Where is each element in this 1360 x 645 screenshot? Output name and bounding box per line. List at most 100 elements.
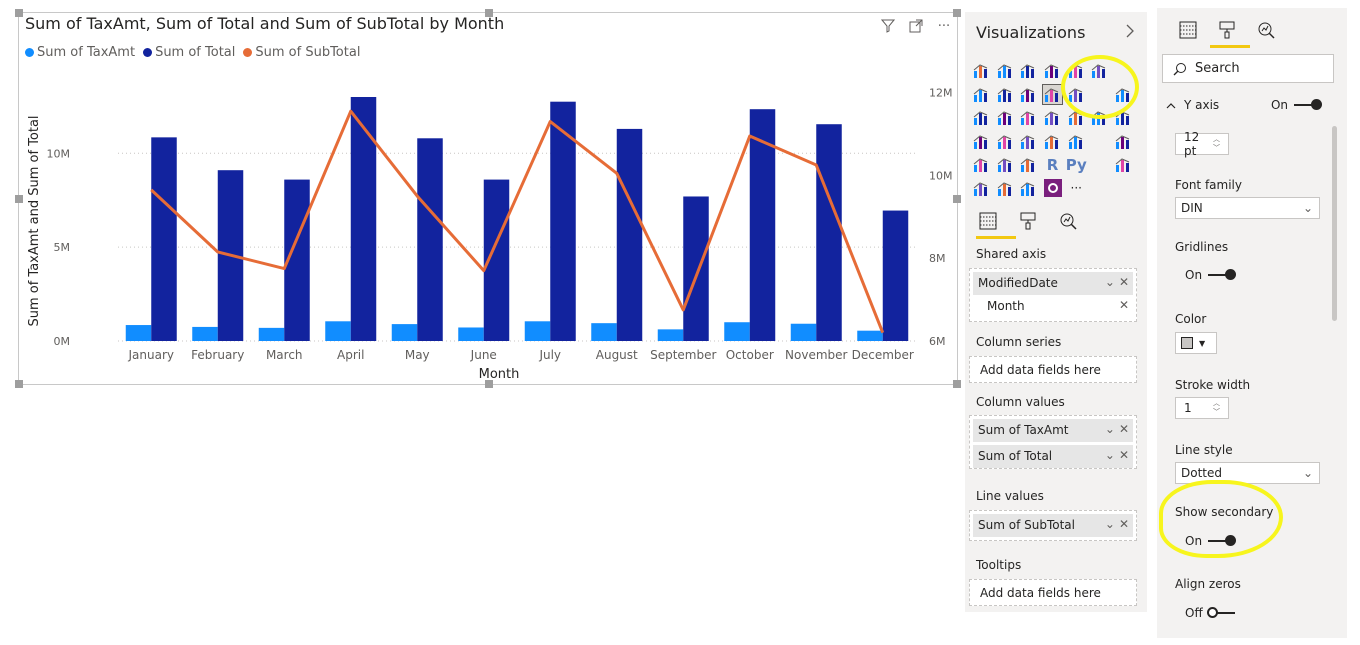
legend-item[interactable]: Sum of TaxAmt: [25, 45, 135, 60]
line-stacked-column-chart-icon[interactable]: [1066, 84, 1087, 105]
format-pane-scrollbar[interactable]: [1332, 126, 1337, 321]
clustered-bar-chart-icon[interactable]: [1018, 60, 1039, 81]
more-visuals-icon[interactable]: ···: [1066, 178, 1087, 199]
card-icon[interactable]: [1042, 131, 1063, 152]
column-series-well[interactable]: Add data fields here: [969, 356, 1137, 383]
chart-legend: Sum of TaxAmt Sum of Total Sum of SubTot…: [25, 45, 360, 60]
custom-visual-icon[interactable]: [1042, 178, 1063, 199]
shared-axis-well[interactable]: ModifiedDate ⌄ ✕ Month ✕: [969, 268, 1137, 322]
format-paintbrush-icon[interactable]: [1216, 19, 1237, 40]
kpi-icon[interactable]: [1113, 131, 1134, 152]
line-chart-icon[interactable]: [971, 84, 992, 105]
treemap-icon[interactable]: [1089, 107, 1110, 128]
resize-handle[interactable]: [953, 9, 961, 17]
r-visual-icon[interactable]: R: [1042, 154, 1063, 175]
100-stacked-bar-chart-icon[interactable]: [1066, 60, 1087, 81]
close-icon[interactable]: ✕: [1118, 448, 1129, 462]
stroke-width-stepper[interactable]: 1 ︿ ﹀: [1175, 397, 1229, 419]
combo-chart-visual[interactable]: Sum of TaxAmt, Sum of Total and Sum of S…: [15, 9, 961, 388]
field-pill[interactable]: Sum of TaxAmt ⌄ ✕: [973, 419, 1133, 442]
scatter-chart-icon[interactable]: [1018, 107, 1039, 128]
text-size-value: 12: [1184, 130, 1200, 144]
resize-handle[interactable]: [485, 9, 493, 17]
focus-mode-icon[interactable]: [907, 17, 925, 35]
chevron-right-icon[interactable]: [1125, 24, 1135, 42]
toggle-knob: [1225, 535, 1237, 546]
clustered-column-chart-icon[interactable]: [1042, 60, 1063, 81]
close-icon[interactable]: ✕: [1118, 517, 1129, 531]
area-chart-icon[interactable]: [995, 84, 1016, 105]
map-icon[interactable]: [1113, 107, 1134, 128]
smart-narrative-icon[interactable]: [1018, 178, 1039, 199]
waterfall-chart-icon[interactable]: [971, 107, 992, 128]
y-axis-toggle[interactable]: On: [1271, 98, 1322, 112]
secondary-y-tick-label: 8M: [929, 252, 946, 265]
field-pill[interactable]: Month ✕: [973, 295, 1133, 318]
fields-icon[interactable]: [1177, 19, 1198, 40]
y-axis-title: Sum of TaxAmt and Sum of Total: [27, 115, 42, 326]
format-search-input[interactable]: Search: [1162, 54, 1334, 83]
table-icon[interactable]: [995, 154, 1016, 175]
font-family-select[interactable]: DIN ⌄: [1175, 197, 1320, 219]
qa-icon[interactable]: [995, 178, 1016, 199]
resize-handle[interactable]: [15, 195, 23, 203]
close-icon[interactable]: ✕: [1118, 298, 1129, 312]
resize-handle[interactable]: [953, 380, 961, 388]
resize-handle[interactable]: [15, 9, 23, 17]
color-picker[interactable]: ▼: [1175, 332, 1217, 354]
multi-row-card-icon[interactable]: [1066, 131, 1087, 152]
tooltips-well[interactable]: Add data fields here: [969, 579, 1137, 606]
line-values-label: Line values: [976, 489, 1044, 503]
field-pill[interactable]: Sum of SubTotal ⌄ ✕: [973, 514, 1133, 537]
legend-item[interactable]: Sum of SubTotal: [243, 45, 360, 60]
funnel-chart-icon[interactable]: [995, 107, 1016, 128]
line-values-well[interactable]: Sum of SubTotal ⌄ ✕: [969, 510, 1137, 541]
analytics-icon[interactable]: [1057, 210, 1078, 231]
text-size-stepper[interactable]: 12 pt ︿ ﹀: [1175, 130, 1229, 158]
field-pill[interactable]: ModifiedDate ⌄ ✕: [973, 272, 1133, 295]
fields-icon[interactable]: [977, 210, 998, 231]
analytics-icon[interactable]: [1255, 19, 1276, 40]
align-zeros-toggle[interactable]: Off: [1185, 606, 1235, 620]
filled-map-icon[interactable]: [971, 131, 992, 152]
python-visual-icon[interactable]: Py: [1066, 154, 1087, 175]
100-stacked-column-chart-icon[interactable]: [1089, 60, 1110, 81]
format-paintbrush-icon[interactable]: [1017, 210, 1038, 231]
filter-icon[interactable]: [879, 17, 897, 35]
resize-handle[interactable]: [15, 380, 23, 388]
field-name: Sum of TaxAmt: [978, 423, 1069, 437]
stepper-arrows-icon[interactable]: ︿ ﹀: [1213, 135, 1220, 152]
chevron-down-icon[interactable]: ⌄: [1104, 275, 1115, 289]
stepper-arrows-icon[interactable]: ︿ ﹀: [1213, 399, 1220, 416]
column-values-well[interactable]: Sum of TaxAmt ⌄ ✕ Sum of Total ⌄ ✕: [969, 415, 1137, 469]
legend-item[interactable]: Sum of Total: [143, 45, 235, 60]
chevron-down-icon[interactable]: ⌄: [1104, 448, 1115, 462]
ribbon-chart-icon[interactable]: [1113, 84, 1134, 105]
donut-chart-icon[interactable]: [1066, 107, 1087, 128]
shape-map-icon[interactable]: [995, 131, 1016, 152]
line-style-select[interactable]: Dotted ⌄: [1175, 462, 1320, 484]
stacked-bar-chart-icon[interactable]: [971, 60, 992, 81]
show-secondary-toggle[interactable]: On: [1185, 534, 1237, 548]
slicer-icon[interactable]: [971, 154, 992, 175]
close-icon[interactable]: ✕: [1118, 422, 1129, 436]
close-icon[interactable]: ✕: [1118, 275, 1129, 289]
bar-taxamt: [391, 324, 418, 341]
y-axis-card-header[interactable]: Y axis On: [1162, 94, 1334, 116]
field-pill[interactable]: Sum of Total ⌄ ✕: [973, 445, 1133, 468]
resize-handle[interactable]: [485, 380, 493, 388]
chevron-up-icon[interactable]: [1166, 98, 1176, 112]
key-influencers-icon[interactable]: [1113, 154, 1134, 175]
matrix-icon[interactable]: [1018, 154, 1039, 175]
gauge-icon[interactable]: [1018, 131, 1039, 152]
chevron-down-icon[interactable]: ⌄: [1104, 422, 1115, 436]
decomposition-tree-icon[interactable]: [971, 178, 992, 199]
stacked-column-chart-icon[interactable]: [995, 60, 1016, 81]
line-clustered-column-chart-icon[interactable]: [1042, 83, 1064, 105]
gridlines-toggle[interactable]: On: [1185, 268, 1237, 282]
stacked-area-chart-icon[interactable]: [1018, 84, 1039, 105]
more-options-icon[interactable]: ···: [937, 18, 951, 34]
pie-chart-icon[interactable]: [1042, 107, 1063, 128]
chevron-down-icon[interactable]: ⌄: [1104, 517, 1115, 531]
resize-handle[interactable]: [953, 195, 961, 203]
